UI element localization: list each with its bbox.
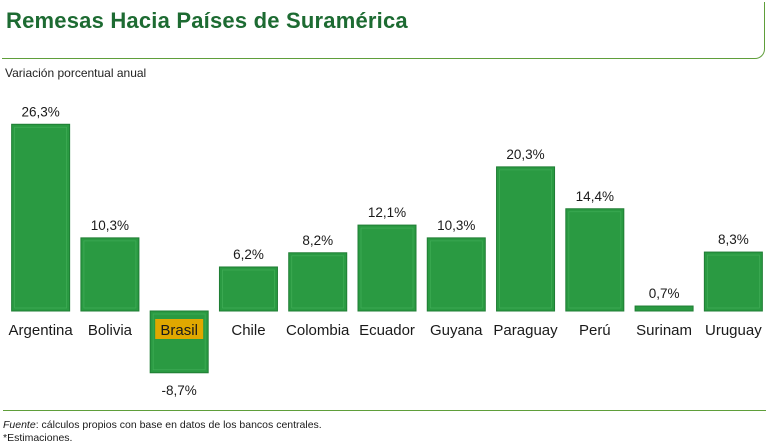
- estimates-note: *Estimaciones.: [3, 432, 73, 444]
- title-frame: [2, 2, 765, 59]
- chart-title: Remesas Hacia Países de Suramérica: [6, 8, 408, 33]
- data-label: 14,4%: [576, 189, 614, 204]
- bar: [634, 305, 694, 312]
- source-note: Fuente: cálculos propios con base en dat…: [3, 419, 322, 431]
- data-label: 10,3%: [91, 218, 129, 233]
- category-label: Surinam: [636, 322, 692, 339]
- data-label: 10,3%: [437, 218, 475, 233]
- bar-inner-edge: [83, 240, 137, 309]
- bar: [288, 252, 348, 312]
- bar-inner-edge: [429, 240, 483, 309]
- category-label: Guyana: [430, 322, 483, 339]
- bar: [80, 237, 140, 312]
- category-label: Colombia: [286, 322, 350, 339]
- data-label: 0,7%: [649, 286, 680, 301]
- footer-separator: [3, 410, 766, 412]
- category-label: Brasil: [160, 322, 198, 339]
- bar: [703, 251, 763, 312]
- data-label: 26,3%: [21, 104, 59, 119]
- category-label: Perú: [579, 322, 611, 339]
- bar: [11, 123, 71, 312]
- source-text: : cálculos propios con base en datos de …: [35, 419, 322, 431]
- bar: [218, 266, 278, 312]
- bar: [426, 237, 486, 312]
- data-label: 8,2%: [302, 233, 333, 248]
- data-label: 12,1%: [368, 205, 406, 220]
- data-label: 6,2%: [233, 247, 264, 262]
- chart-subtitle: Variación porcentual anual: [5, 66, 147, 80]
- bar-inner-edge: [14, 126, 68, 309]
- category-label: Argentina: [9, 322, 74, 339]
- category-label: Paraguay: [493, 322, 558, 339]
- bar: [565, 208, 625, 312]
- bar: [496, 166, 556, 312]
- category-highlight: [155, 319, 204, 339]
- data-label: -8,7%: [162, 383, 197, 398]
- bar-inner-edge: [152, 313, 206, 371]
- bar-inner-edge: [360, 227, 414, 309]
- category-label: Ecuador: [359, 322, 415, 339]
- source-label: Fuente: [3, 419, 36, 431]
- bar-inner-edge: [706, 254, 760, 309]
- category-label: Uruguay: [705, 322, 762, 339]
- data-label: 20,3%: [506, 147, 544, 162]
- category-label: Bolivia: [88, 322, 133, 339]
- category-label: Chile: [231, 322, 265, 339]
- data-label: 8,3%: [718, 232, 749, 247]
- bar-inner-edge: [291, 255, 345, 309]
- bar-inner-edge: [222, 269, 275, 309]
- bar-inner-edge: [568, 211, 622, 309]
- bar-inner-edge: [499, 169, 552, 309]
- bar: [357, 224, 417, 312]
